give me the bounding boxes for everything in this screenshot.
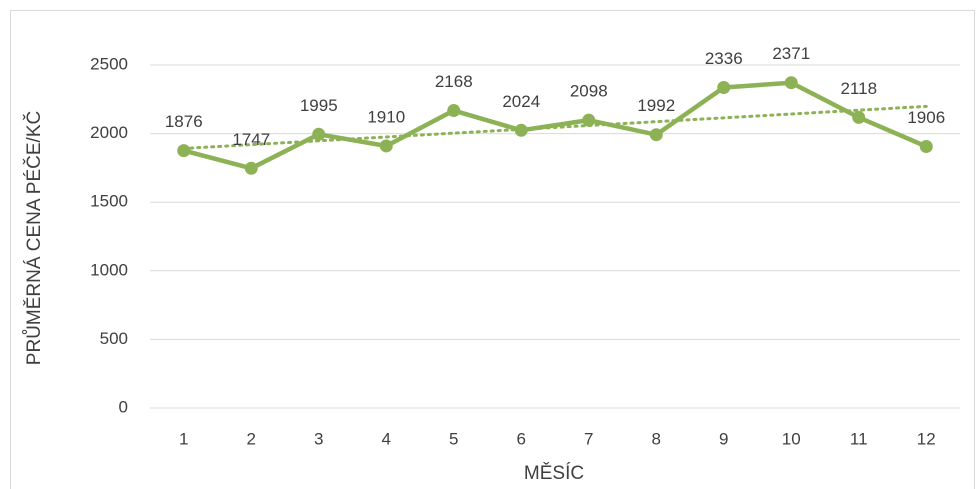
data-point [447,104,461,118]
data-label: 1876 [165,112,203,131]
data-label: 2168 [435,72,473,91]
data-label: 2336 [705,49,743,68]
y-axis-label: PRŮMĚRNÁ CENA PÉČE/KČ [23,111,45,365]
data-point [852,110,866,124]
x-tick-label: 2 [247,429,256,448]
y-tick-label: 2500 [90,54,128,73]
data-point [784,76,798,90]
data-point [919,139,933,153]
chart-border [10,10,975,489]
data-point [177,144,191,158]
x-tick-label: 1 [179,429,188,448]
data-point [312,127,326,141]
data-label: 1906 [907,108,945,127]
y-tick-label: 0 [119,397,128,416]
x-tick-label: 3 [314,429,323,448]
x-tick-label: 8 [652,429,661,448]
data-point [514,123,528,137]
data-point [379,139,393,153]
data-point [582,113,596,127]
data-label: 1910 [367,107,405,126]
x-tick-label: 9 [719,429,728,448]
x-tick-label: 12 [917,429,936,448]
data-label: 1747 [232,130,270,149]
data-label: 1995 [300,96,338,115]
data-label: 2371 [772,44,810,63]
data-point [244,161,258,175]
x-tick-label: 11 [850,429,868,448]
x-tick-label: 10 [782,429,801,448]
y-tick-label: 500 [100,329,128,348]
data-label: 2024 [502,92,540,111]
data-point [717,81,731,95]
y-tick-label: 1500 [90,192,128,211]
x-axis-label: MĚSÍC [524,462,584,484]
y-tick-label: 2000 [90,123,128,142]
x-tick-label: 6 [517,429,526,448]
data-label: 2118 [840,79,877,98]
data-point [649,128,663,142]
series-line [183,80,928,171]
data-label: 1992 [637,96,675,115]
y-tick-label: 1000 [90,260,128,279]
x-tick-label: 7 [584,429,593,448]
x-tick-label: 5 [449,429,458,448]
data-label: 2098 [570,82,608,101]
x-tick-label: 4 [382,429,391,448]
